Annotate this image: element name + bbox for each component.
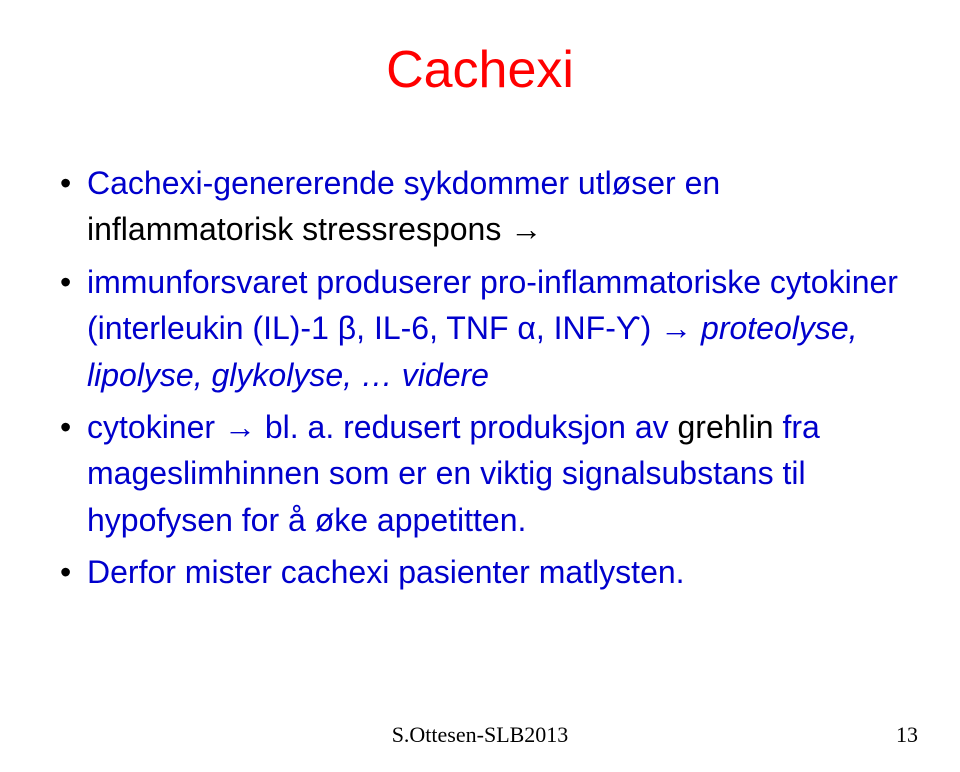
seg: Cachexi-genererende sykdommer utløser en bbox=[87, 165, 720, 201]
seg: cytokiner → bl. a. redusert produksjon a… bbox=[87, 409, 678, 445]
bullet-item-4: Derfor mister cachexi pasienter matlyste… bbox=[55, 549, 905, 595]
bullet-item-1: Cachexi-genererende sykdommer utløser en… bbox=[55, 160, 905, 253]
slide-title: Cachexi bbox=[55, 40, 905, 100]
bullet-item-3: cytokiner → bl. a. redusert produksjon a… bbox=[55, 404, 905, 543]
footer-page-number: 13 bbox=[896, 722, 918, 748]
slide-footer: S.Ottesen-SLB2013 13 bbox=[0, 722, 960, 748]
seg: Derfor mister cachexi pasienter matlyste… bbox=[87, 554, 685, 590]
bullet-item-2: immunforsvaret produserer pro-inflammato… bbox=[55, 259, 905, 398]
arrow-icon: → bbox=[501, 211, 542, 247]
footer-author: S.Ottesen-SLB2013 bbox=[0, 722, 960, 748]
seg: grehlin bbox=[678, 409, 774, 445]
bullet-list: Cachexi-genererende sykdommer utløser en… bbox=[55, 160, 905, 596]
seg: inflammatorisk stressrespons bbox=[87, 211, 501, 247]
